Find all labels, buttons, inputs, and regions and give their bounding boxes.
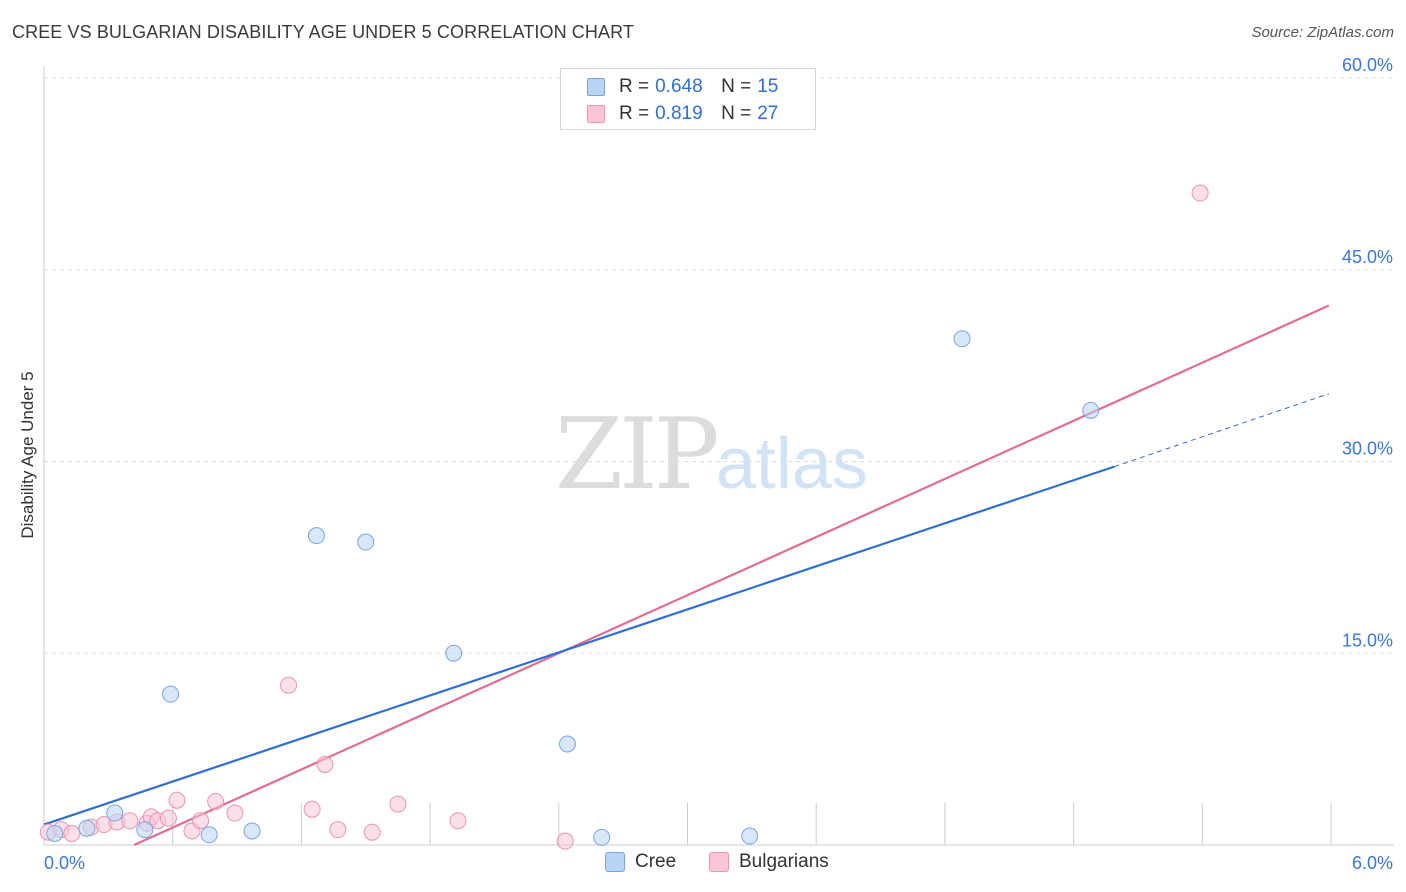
point-cree [162,685,180,703]
point-bulgarians [168,791,186,809]
legend-swatch-bulgarians [587,105,605,123]
trend-lines [43,304,1330,847]
trend-line-cree [43,465,1115,826]
legend-r-label: R = [619,76,650,97]
point-cree [307,527,325,545]
y-tick-label: 45.0% [1342,247,1393,267]
stats-legend: R = 0.648 N = 15 R = 0.819 N = 27 [560,68,816,130]
tick-labels: 15.0% 30.0% 45.0% 60.0% 0.0% 6.0% [44,55,1393,873]
point-bulgarians [207,793,225,811]
gridlines [44,77,1394,654]
point-cree [953,330,971,348]
bottom-legend-label-bulgarians: Bulgarians [739,851,829,872]
bottom-legend-bulgarians: Bulgarians [709,851,829,873]
legend-r-value: 0.648 [655,76,703,97]
trend-line-bulgarians [133,304,1330,847]
y-tick-label: 30.0% [1342,439,1393,459]
point-bulgarians [192,812,210,830]
bottom-legend-cree: Cree [605,851,676,873]
legend-n-value: 27 [757,103,779,124]
point-bulgarians [121,812,139,830]
watermark-atlas: atlas [715,424,868,504]
point-bulgarians [449,812,467,830]
legend-swatch-cree [587,78,605,96]
y-axis-label: Disability Age Under 5 [18,371,37,539]
bottom-legend-swatch-bulgarians [709,852,729,872]
point-bulgarians [363,823,381,841]
point-cree [593,828,611,846]
legend-r-label: R = [619,103,650,124]
point-bulgarians [226,804,244,822]
point-cree [46,824,64,842]
point-cree [78,819,96,837]
point-bulgarians [389,795,407,813]
point-cree [741,827,759,845]
source-label: Source: ZipAtlas.com [1251,24,1394,41]
point-cree [200,826,218,844]
watermark: ZIPatlas [555,398,868,512]
point-bulgarians [1191,184,1209,202]
legend-n-label: N = [721,103,752,124]
point-cree [357,533,375,551]
legend-row-bulgarians: R = 0.819 N = 27 [587,102,778,126]
point-bulgarians [303,800,321,818]
y-tick-label: 15.0% [1342,630,1393,650]
point-cree [136,821,154,839]
x-tick-label: 6.0% [1352,853,1393,873]
scatter-points [39,184,1209,850]
legend-n-value: 15 [757,76,779,97]
point-cree [106,804,124,822]
point-bulgarians [280,676,298,694]
point-bulgarians [159,809,177,827]
bottom-legend-label-cree: Cree [635,851,677,872]
legend-n-label: N = [721,76,752,97]
point-cree [445,644,463,662]
point-bulgarians [63,824,81,842]
x-tick-label: 0.0% [44,853,85,873]
point-bulgarians [556,832,574,850]
point-bulgarians [329,821,347,839]
legend-row-cree: R = 0.648 N = 15 [587,75,778,99]
y-tick-label: 60.0% [1342,55,1393,75]
point-cree [243,822,261,840]
point-cree [558,735,576,753]
legend-r-value: 0.819 [655,103,703,124]
chart-title: CREE VS BULGARIAN DISABILITY AGE UNDER 5… [12,22,634,42]
trend-extension-cree [1114,393,1330,468]
watermark-zip: ZIP [555,398,720,512]
point-bulgarians [316,755,334,773]
bottom-legend-swatch-cree [605,852,625,872]
point-cree [1082,401,1100,419]
